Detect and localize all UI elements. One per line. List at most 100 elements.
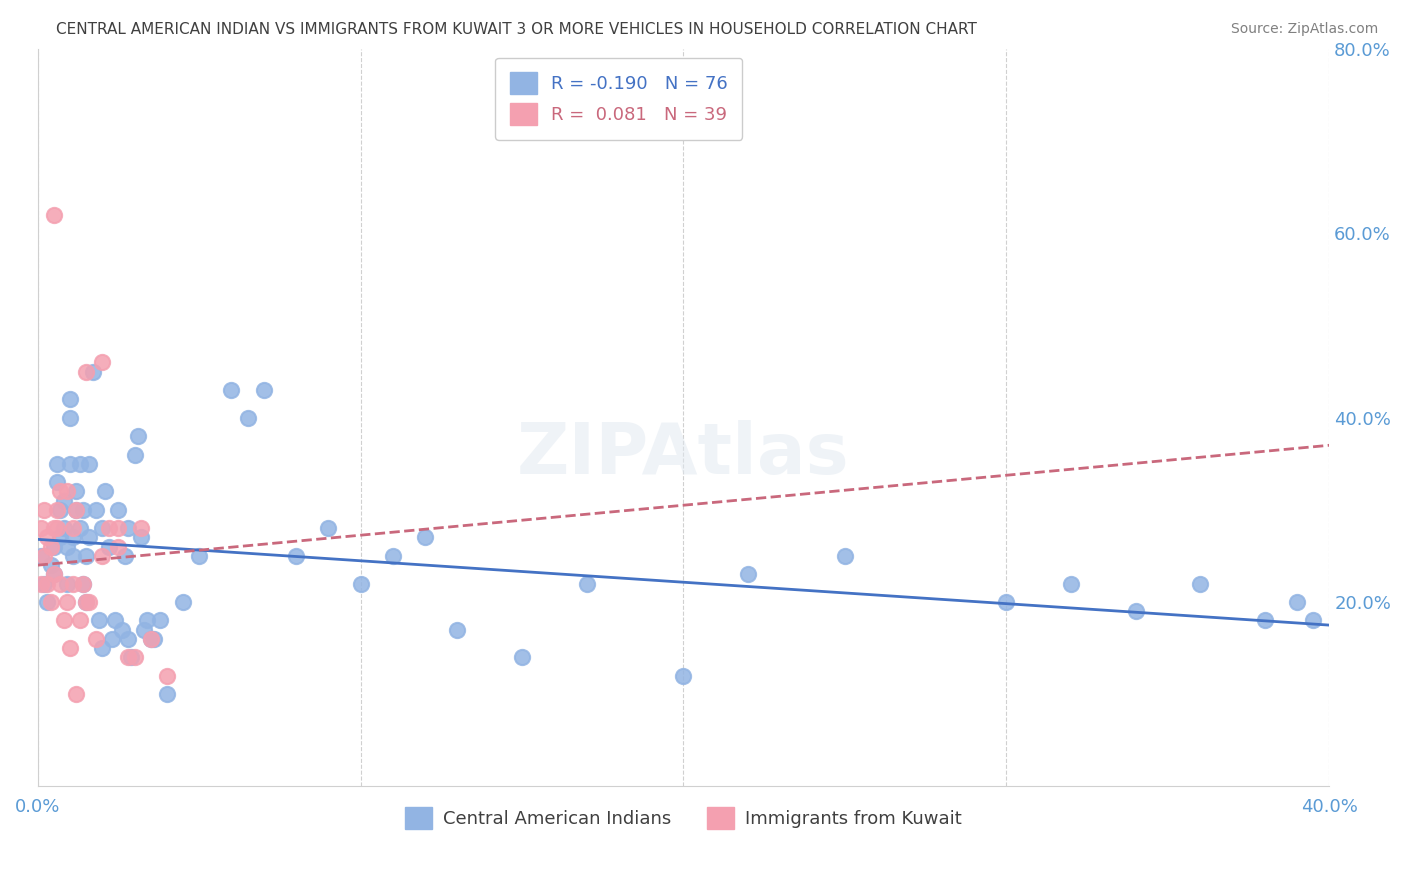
Point [1285, 595, 1308, 609]
Point [39, 558, 62, 573]
Point [236, 410, 259, 425]
Point [97, 521, 120, 535]
Point [672, 669, 695, 683]
Point [149, 614, 172, 628]
Point [55, 576, 77, 591]
Point [84, 632, 107, 646]
Point [188, 549, 211, 563]
Point [1253, 614, 1275, 628]
Point [65, 503, 87, 517]
Point [37, 576, 59, 591]
Point [49, 531, 72, 545]
Point [75, 595, 97, 609]
Point [42, 521, 65, 535]
Point [32, 549, 55, 563]
Point [69, 614, 91, 628]
Point [59, 457, 82, 471]
Point [55, 484, 77, 499]
Point [69, 457, 91, 471]
Point [446, 623, 468, 637]
Point [104, 614, 127, 628]
Point [72, 503, 94, 517]
Point [59, 392, 82, 407]
Point [1125, 604, 1147, 618]
Point [221, 383, 243, 397]
Point [52, 521, 75, 535]
Point [97, 540, 120, 554]
Point [30, 549, 52, 563]
Point [37, 595, 59, 609]
Point [107, 521, 129, 535]
Point [39, 540, 62, 554]
Point [91, 641, 114, 656]
Point [49, 576, 72, 591]
Point [253, 383, 276, 397]
Point [46, 475, 69, 490]
Point [87, 614, 110, 628]
Point [62, 521, 84, 535]
Point [117, 650, 139, 665]
Point [62, 576, 84, 591]
Point [72, 576, 94, 591]
Point [32, 503, 55, 517]
Point [59, 641, 82, 656]
Point [30, 521, 52, 535]
Point [129, 521, 152, 535]
Point [62, 531, 84, 545]
Point [101, 632, 124, 646]
Point [30, 576, 52, 591]
Point [82, 364, 104, 378]
Point [72, 576, 94, 591]
Point [136, 614, 159, 628]
Point [37, 531, 59, 545]
Point [381, 549, 404, 563]
Point [156, 687, 179, 701]
Point [52, 614, 75, 628]
Legend: Central American Indians, Immigrants from Kuwait: Central American Indians, Immigrants fro… [398, 800, 969, 837]
Point [32, 576, 55, 591]
Point [65, 484, 87, 499]
Point [737, 567, 759, 582]
Point [117, 521, 139, 535]
Point [117, 632, 139, 646]
Point [75, 364, 97, 378]
Point [55, 540, 77, 554]
Point [79, 595, 101, 609]
Point [91, 521, 114, 535]
Point [129, 531, 152, 545]
Point [55, 595, 77, 609]
Point [134, 623, 156, 637]
Point [42, 567, 65, 582]
Point [142, 632, 165, 646]
Point [114, 549, 136, 563]
Point [46, 457, 69, 471]
Point [107, 540, 129, 554]
Point [65, 687, 87, 701]
Point [65, 503, 87, 517]
Point [39, 595, 62, 609]
Point [510, 650, 533, 665]
Point [46, 503, 69, 517]
Point [172, 595, 194, 609]
Point [69, 521, 91, 535]
Point [285, 549, 308, 563]
Point [1302, 614, 1324, 628]
Point [1189, 576, 1212, 591]
Point [124, 650, 146, 665]
Point [49, 484, 72, 499]
Point [91, 549, 114, 563]
Point [349, 576, 371, 591]
Point [575, 576, 598, 591]
Point [42, 540, 65, 554]
Point [91, 355, 114, 369]
Point [995, 595, 1018, 609]
Point [111, 623, 134, 637]
Point [42, 567, 65, 582]
Point [139, 632, 162, 646]
Point [834, 549, 856, 563]
Point [79, 457, 101, 471]
Point [1060, 576, 1083, 591]
Point [52, 493, 75, 508]
Point [413, 531, 436, 545]
Point [156, 669, 179, 683]
